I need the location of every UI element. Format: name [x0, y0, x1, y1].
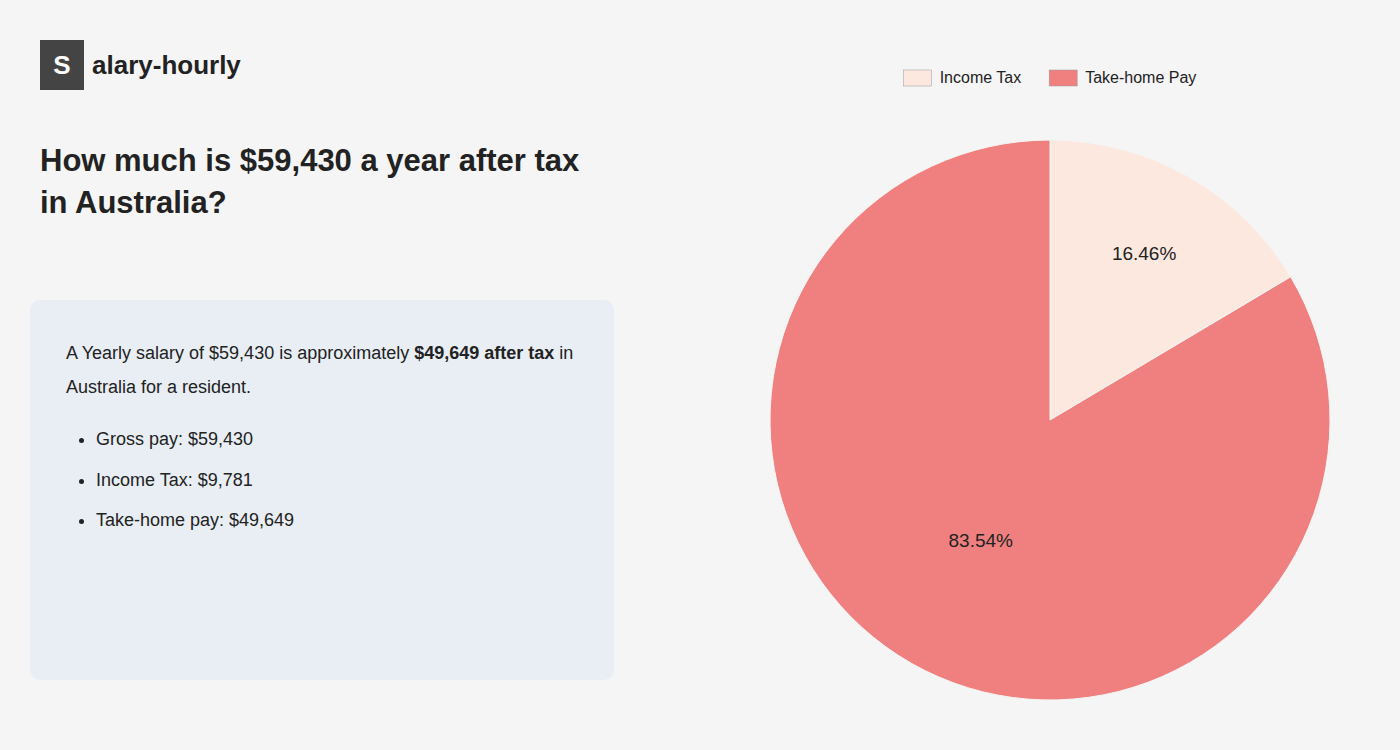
pie-slice: [770, 140, 1330, 700]
logo: Salary-hourly: [40, 40, 241, 90]
summary-text: Australia for a resident.: [66, 377, 251, 397]
pie-chart: Income Tax Take-home Pay 16.46% 83.54%: [700, 0, 1400, 750]
bullet-item: Take-home pay: $49,649: [96, 503, 578, 537]
summary-text: A Yearly salary of $59,430 is approximat…: [66, 343, 414, 363]
bullet-list: Gross pay: $59,430 Income Tax: $9,781 Take…: [66, 422, 578, 537]
legend-item: Income Tax: [904, 69, 1022, 86]
data-label: 83.54%: [949, 530, 1014, 551]
slices: [770, 140, 1330, 700]
text-panel: Salary-hourly How much is $59,430 a year …: [0, 0, 644, 750]
summary-text: in: [554, 343, 573, 363]
title: How much is $59,430 a year after tax in …: [40, 140, 610, 224]
data-labels: 16.46% 83.54%: [949, 243, 1177, 551]
legend-label: Income Tax: [940, 69, 1022, 86]
data-label: 16.46%: [1112, 243, 1177, 264]
bullet-item: Income Tax: $9,781: [96, 463, 578, 497]
legend-swatch: [1049, 70, 1077, 86]
summary: A Yearly salary of $59,430 is approximat…: [66, 336, 578, 404]
logo-mark: S: [40, 40, 84, 90]
bullet-item: Gross pay: $59,430: [96, 422, 578, 456]
info-box: A Yearly salary of $59,430 is approximat…: [30, 300, 614, 680]
summary-highlight: $49,649 after tax: [414, 343, 554, 363]
legend-item: Take-home Pay: [1049, 69, 1196, 86]
legend: Income Tax Take-home Pay: [904, 69, 1197, 86]
legend-label: Take-home Pay: [1085, 69, 1196, 86]
logo-text: alary-hourly: [92, 50, 241, 81]
legend-swatch: [904, 70, 932, 86]
